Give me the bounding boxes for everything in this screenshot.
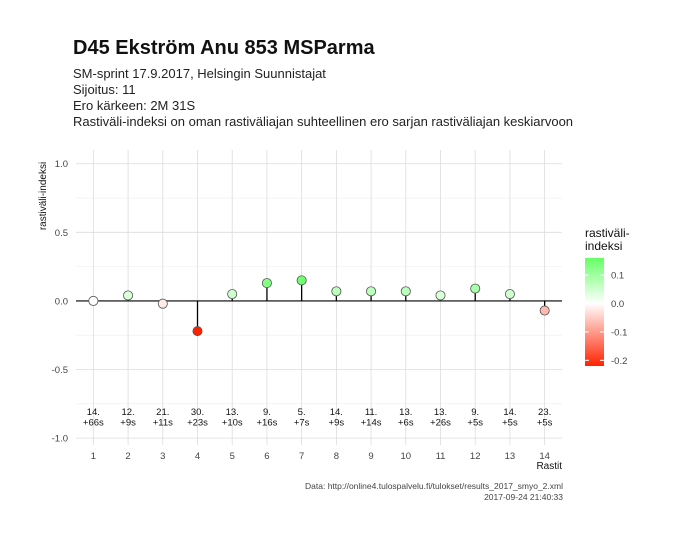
point-annotation: 9. +5s [467, 407, 483, 429]
legend-tick-label: 0.1 [611, 271, 624, 282]
x-tick-label: 11 [436, 451, 446, 462]
x-axis-label: Rastit [536, 461, 562, 472]
x-tick-label: 5 [230, 451, 235, 462]
legend-title-line: indeksi [585, 239, 622, 253]
point-annotation: 14. +5s [502, 407, 518, 429]
data-point [504, 289, 515, 300]
y-tick-label: -0.5 [52, 365, 68, 376]
point-annotation: 12. +9s [120, 407, 136, 429]
legend-tick-label: -0.1 [611, 327, 627, 338]
y-axis: 1.0 0.5 0.0 -0.5 -1.0 [52, 159, 68, 444]
x-tick-label: 14 [539, 451, 550, 462]
legend-colorbar [585, 258, 604, 366]
point-annotation: 11. +14s [361, 407, 382, 429]
data-point [470, 283, 481, 294]
subtitle-line: Rastiväli-indeksi on oman rastiväliajan … [73, 114, 573, 129]
x-axis: 1 2 3 4 5 6 7 8 9 10 11 12 13 14 [91, 451, 550, 462]
point-annotation: 30. +23s [187, 407, 208, 429]
point-annotation: 13. +10s [222, 407, 243, 429]
x-tick-label: 8 [334, 451, 339, 462]
subtitle-line: Sijoitus: 11 [73, 82, 136, 97]
plot-grid [76, 150, 562, 445]
legend-tick-label: 0.0 [611, 299, 624, 310]
data-point [261, 278, 272, 289]
point-annotation: 13. +26s [430, 407, 451, 429]
x-tick-label: 10 [400, 451, 411, 462]
y-tick-label: -1.0 [52, 434, 68, 445]
point-annotations: 14. +66s 12. +9s 21. +11s 30. +23s 13. +10s 9. +16s… [83, 407, 553, 429]
point-annotation: 14. +9s [329, 407, 345, 429]
legend-ticks: 0.1 0.0 -0.1 -0.2 [585, 271, 627, 367]
point-annotation: 13. +6s [398, 407, 414, 429]
x-tick-label: 2 [125, 451, 130, 462]
x-tick-label: 7 [299, 451, 304, 462]
chart-title: D45 Ekström Anu 853 MSParma [73, 37, 375, 59]
y-tick-label: 0.0 [55, 296, 68, 307]
x-tick-label: 3 [160, 451, 165, 462]
legend-tick-label: -0.2 [611, 356, 627, 367]
point-annotation: 9. +16s [256, 407, 277, 429]
legend: rastiväli-indeksi 0.1 0.0 -0.1 -0.2 [585, 226, 630, 367]
subtitle-line: SM-sprint 17.9.2017, Helsingin Suunnista… [73, 66, 326, 81]
data-point [123, 290, 134, 301]
y-axis-label: rastiväli-indeksi [38, 162, 49, 230]
x-tick-label: 12 [470, 451, 481, 462]
caption-line: Data: http://online4.tulospalvelu.fi/tul… [305, 481, 563, 491]
x-tick-label: 13 [505, 451, 516, 462]
legend-title: rastiväli-indeksi [585, 226, 630, 253]
data-point [296, 275, 307, 286]
data-point [539, 305, 550, 316]
caption-line: 2017-09-24 21:40:33 [484, 492, 563, 502]
chart-subtitle: SM-sprint 17.9.2017, Helsingin Suunnista… [73, 66, 573, 129]
data-point [88, 295, 99, 306]
x-tick-label: 6 [264, 451, 269, 462]
x-tick-label: 1 [91, 451, 96, 462]
data-points [88, 275, 550, 337]
data-point [192, 326, 203, 337]
data-point [331, 286, 342, 297]
data-point [400, 286, 411, 297]
x-tick-label: 4 [195, 451, 200, 462]
point-annotation: 5. +7s [294, 407, 310, 429]
legend-title-line: rastiväli- [585, 226, 630, 240]
caption: Data: http://online4.tulospalvelu.fi/tul… [305, 481, 563, 502]
x-tick-label: 9 [368, 451, 373, 462]
subtitle-line: Ero kärkeen: 2M 31S [73, 98, 195, 113]
data-point [366, 286, 377, 297]
point-annotation: 23. +5s [537, 407, 553, 429]
data-point [435, 290, 446, 301]
y-tick-label: 0.5 [55, 228, 68, 239]
point-annotation: 14. +66s [83, 407, 104, 429]
point-annotation: 21. +11s [153, 407, 173, 429]
data-point [157, 298, 168, 309]
data-point [227, 289, 238, 300]
y-tick-label: 1.0 [55, 159, 68, 170]
